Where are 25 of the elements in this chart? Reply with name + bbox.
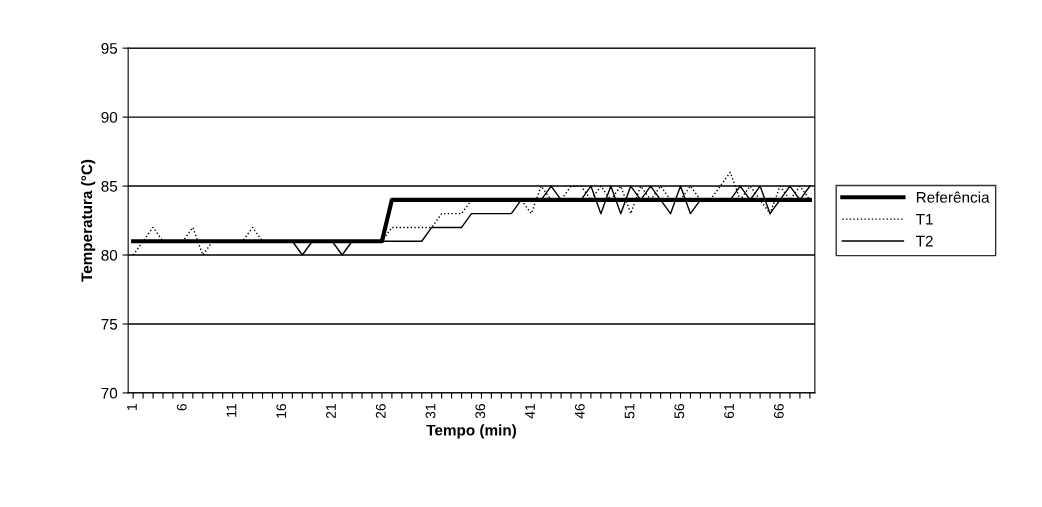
x-tick-label: 1 <box>127 404 137 411</box>
y-tick-label: 70 <box>101 387 118 399</box>
x-tick-label: 21 <box>326 404 336 419</box>
y-tick-label: 85 <box>101 180 118 192</box>
x-tick-label: 26 <box>375 403 386 419</box>
x-tick-label: 46 <box>574 403 585 419</box>
x-tick-label: 41 <box>525 404 535 419</box>
legend-label: T2 <box>916 235 933 247</box>
y-axis-title: Temperatura (°C) <box>80 159 96 282</box>
x-tick-label: 16 <box>276 403 287 418</box>
x-tick-label: 61 <box>724 404 734 419</box>
x-tick-label: 36 <box>475 403 486 419</box>
x-tick-label: 66 <box>773 403 784 419</box>
x-tick-label: 31 <box>425 404 436 419</box>
y-tick-label: 75 <box>101 319 118 330</box>
x-tick-label: 51 <box>624 404 635 419</box>
y-tick-label: 90 <box>101 111 118 123</box>
y-tick-label: 80 <box>101 249 118 261</box>
y-tick-label: 95 <box>101 43 118 54</box>
x-axis-title: Tempo (min) <box>426 424 517 439</box>
legend-label: Referência <box>916 191 990 203</box>
legend-label: T1 <box>916 213 933 225</box>
x-tick-label: 6 <box>176 403 187 411</box>
x-tick-label: 56 <box>674 403 685 419</box>
x-tick-label: 11 <box>226 404 237 417</box>
